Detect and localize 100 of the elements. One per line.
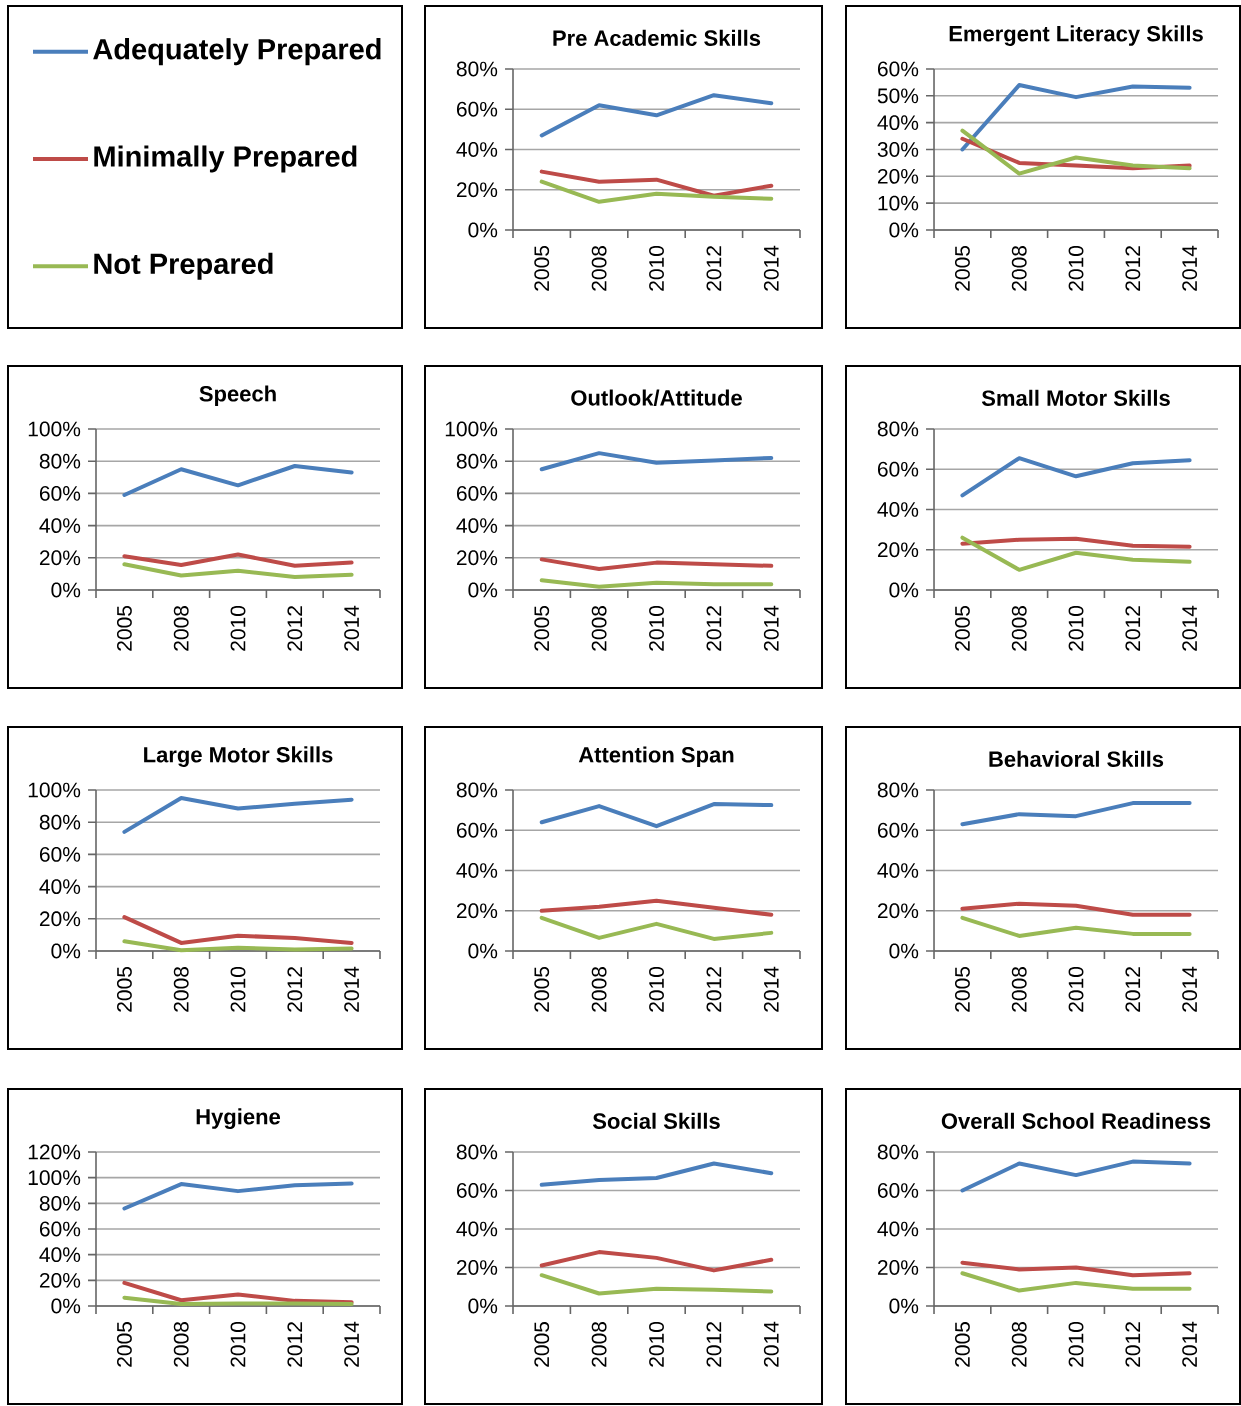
line-series [960,128,1192,176]
y-tick-label: 20% [456,550,498,566]
line-series [539,169,774,198]
line-series [122,915,354,945]
x-tick-label: 2010 [649,1321,664,1367]
line-series [960,801,1192,827]
y-tick-label: 0% [51,582,81,598]
y-tick-label: 40% [39,1247,81,1263]
y-tick-label: 20% [456,903,498,919]
y-tick-label: 60% [39,485,81,501]
y-tick-label: 80% [456,1144,498,1160]
line-series [122,552,354,568]
line-series [122,1280,354,1305]
line-series [539,1273,774,1296]
x-tick-label: 2008 [1011,605,1027,651]
y-tick-label: 40% [877,115,919,131]
line-series [960,83,1192,152]
line-series [539,1161,774,1187]
x-tick-label: 2005 [116,605,132,651]
y-tick-label: 40% [877,502,919,517]
x-tick-label: 2008 [1011,1321,1027,1367]
y-tick-label: 0% [468,943,498,959]
x-tick-label: 2008 [173,1321,189,1367]
x-tick-label: 2014 [763,966,779,1012]
x-tick-label: 2012 [706,246,722,291]
y-tick-label: 80% [456,453,498,469]
y-tick-label: 20% [877,1260,919,1275]
x-tick-label: 2008 [1011,245,1027,291]
y-tick-label: 20% [877,903,919,919]
line-series [122,796,354,834]
x-tick-label: 2014 [763,1321,779,1367]
x-tick-label: 2014 [1182,966,1198,1012]
x-tick-label: 2010 [230,966,246,1012]
y-tick-label: 0% [468,582,498,598]
y-tick-label: 60% [456,485,498,501]
y-tick-label: 80% [877,1144,919,1160]
line-series [960,1271,1192,1293]
x-tick-label: 2014 [1182,1321,1198,1367]
x-tick-label: 2012 [1125,1322,1141,1367]
y-tick-label: 80% [39,1195,81,1211]
x-tick-label: 2014 [763,245,779,291]
y-tick-label: 40% [39,518,81,534]
y-tick-label: 50% [877,88,919,104]
x-tick-label: 2005 [534,1321,550,1367]
legend-label: Adequately Prepared [93,38,381,66]
line-series [539,179,774,204]
x-tick-label: 2010 [1068,1321,1084,1367]
x-tick-label: 2008 [591,1321,607,1367]
line-series [539,898,774,917]
x-tick-label: 2012 [706,606,722,651]
x-tick-label: 2014 [763,605,779,651]
x-tick-label: 2005 [954,966,970,1012]
x-tick-label: 2005 [534,966,550,1012]
chart-title: Attention Span [578,746,734,767]
chart-title: Overall School Readiness [941,1112,1211,1129]
y-tick-label: 60% [877,822,919,838]
y-tick-label: 80% [456,61,498,77]
y-tick-label: 20% [39,550,81,566]
y-tick-label: 10% [878,195,919,211]
line-series [960,915,1192,938]
y-tick-label: 0% [889,222,919,238]
y-tick-label: 80% [39,814,81,830]
legend-label: Not Prepared [94,252,273,280]
chart-title: Small Motor Skills [981,389,1170,406]
x-tick-label: 2005 [534,605,550,651]
y-tick-label: 60% [456,1183,498,1198]
y-tick-label: 0% [468,222,498,238]
x-tick-label: 2014 [344,605,360,651]
y-tick-label: 60% [877,461,919,477]
x-tick-label: 2010 [1068,605,1084,651]
x-tick-label: 2010 [649,966,664,1012]
y-tick-label: 40% [877,863,919,878]
y-tick-label: 80% [877,421,919,437]
line-series [122,464,354,497]
chart-title: Hygiene [196,1108,281,1129]
y-tick-label: 60% [877,61,919,77]
x-tick-label: 2010 [230,605,246,651]
y-tick-label: 40% [456,863,498,878]
y-tick-label: 0% [51,943,81,959]
legend-label: Minimally Prepared [94,145,357,173]
y-tick-label: 60% [456,822,498,838]
x-tick-label: 2014 [344,1321,360,1367]
y-tick-label: 40% [456,142,498,157]
chart-title: Speech [199,385,276,406]
y-tick-label: 0% [51,1298,81,1314]
x-tick-label: 2012 [1125,246,1141,291]
line-series [539,578,774,589]
line-series [960,456,1192,498]
y-tick-label: 60% [39,846,81,862]
x-tick-label: 2012 [287,1322,303,1367]
line-series [960,536,1192,549]
x-tick-label: 2008 [1011,966,1027,1012]
y-tick-label: 80% [39,453,81,469]
y-tick-label: 0% [889,943,919,959]
line-series [122,562,354,580]
line-series [539,1250,774,1273]
x-tick-label: 2010 [1068,966,1084,1012]
line-series [960,1159,1192,1193]
y-tick-label: 100% [28,421,81,437]
x-tick-label: 2008 [591,966,607,1012]
